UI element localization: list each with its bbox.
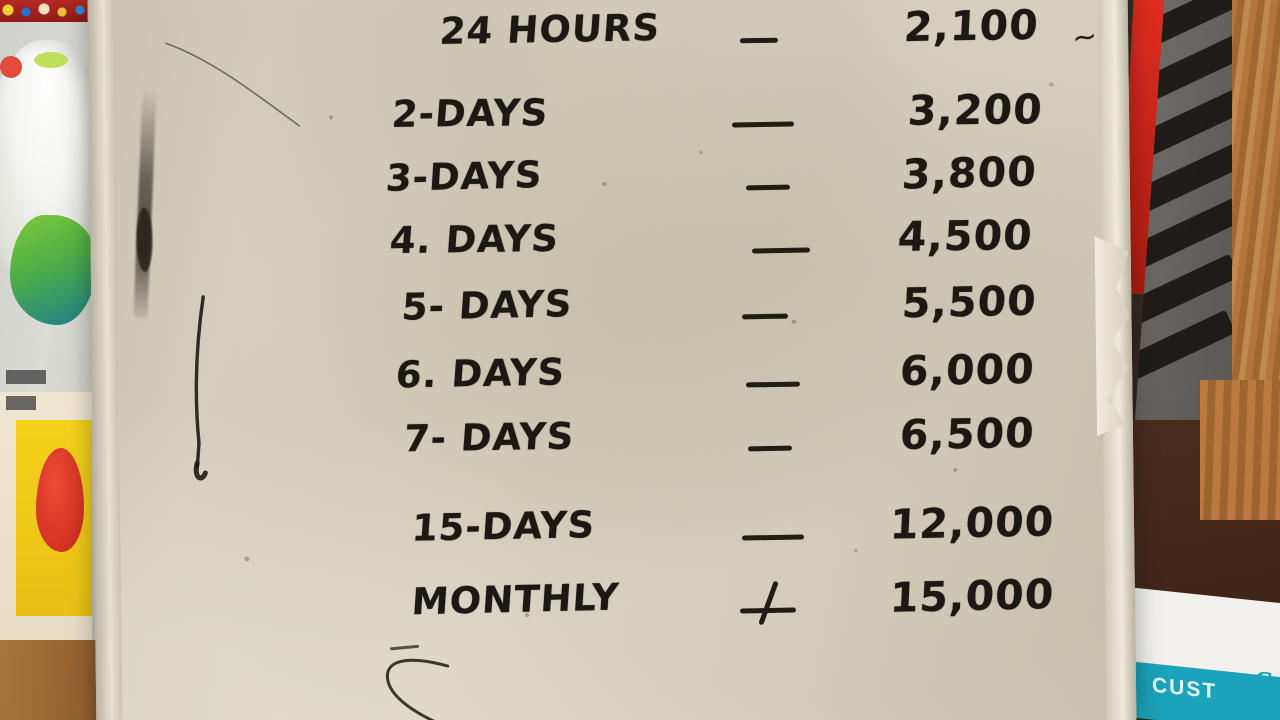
row-price: 6,500 — [898, 408, 1037, 460]
row-price: 3,800 — [900, 147, 1038, 199]
row-separator-dash — [745, 184, 791, 191]
row-label: 6. DAYS — [394, 350, 567, 397]
row-separator-dash — [739, 37, 779, 44]
trailing-tilde-mark: ~ — [1069, 18, 1100, 57]
left-box-text-line-2 — [6, 396, 36, 410]
row-separator-dash — [751, 247, 811, 254]
bag-red-logo — [0, 56, 22, 78]
row-separator-dash — [741, 313, 789, 320]
row-label: 7- DAYS — [402, 414, 576, 461]
row-label: 5- DAYS — [400, 282, 574, 329]
row-separator-dash — [747, 445, 793, 452]
row-label: 3-DAYS — [384, 153, 544, 200]
wooden-furniture-leg — [1200, 380, 1280, 520]
row-label: 4. DAYS — [388, 216, 561, 263]
wooden-floor-left — [0, 640, 100, 720]
price-board — [87, 0, 1137, 720]
wood-panel-right — [1232, 0, 1280, 430]
customer-sign: CUST Sa — [1128, 587, 1280, 720]
row-label: MONTHLY — [410, 575, 621, 624]
row-price: 5,500 — [900, 276, 1038, 328]
row-price: 15,000 — [888, 570, 1056, 622]
row-price: 12,000 — [888, 497, 1056, 549]
row-price: 2,100 — [902, 0, 1041, 52]
red-product-graphic — [36, 448, 84, 552]
row-label: 15-DAYS — [410, 503, 597, 550]
colorful-top-strip — [0, 0, 112, 22]
left-box-text-line-1 — [6, 370, 46, 384]
stray-ink-marks — [165, 42, 459, 720]
row-label: 24 HOURS — [438, 6, 662, 53]
bag-green-contents — [10, 215, 96, 325]
row-price: 3,200 — [906, 85, 1045, 135]
bag-lime-logo — [34, 52, 68, 68]
row-label: 2-DAYS — [390, 91, 551, 136]
sign-text-sa: Sa — [1254, 664, 1280, 706]
row-price: 6,000 — [898, 344, 1037, 396]
row-price: 4,500 — [896, 211, 1035, 261]
row-separator-dash — [745, 381, 801, 388]
